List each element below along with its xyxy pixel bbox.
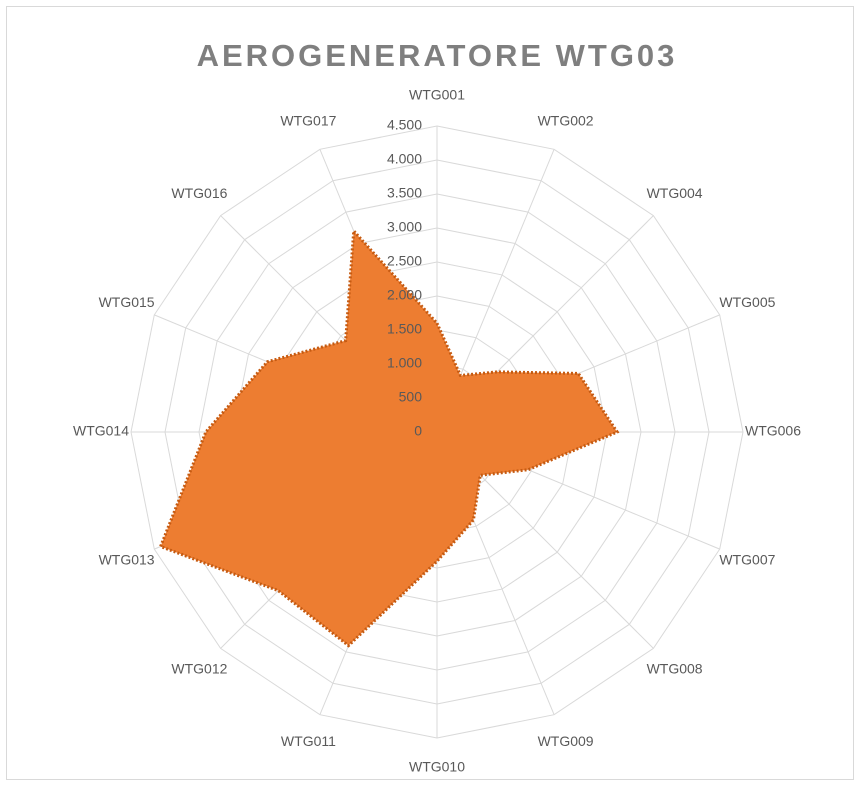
y-tick-label: 3.000	[387, 219, 422, 235]
category-label: WTG008	[647, 660, 703, 676]
category-label: WTG009	[538, 733, 594, 749]
category-label: WTG017	[280, 112, 336, 128]
category-label: WTG014	[73, 423, 129, 439]
category-label: WTG007	[719, 551, 775, 567]
y-tick-label: 1.500	[387, 321, 422, 337]
category-label: WTG010	[409, 759, 465, 775]
y-tick-label: 4.500	[387, 117, 422, 133]
category-label: WTG004	[647, 185, 703, 201]
chart-title: AEROGENERATORE WTG03	[197, 38, 678, 73]
category-label: WTG016	[171, 185, 227, 201]
category-label: WTG005	[719, 294, 775, 310]
radar-area	[158, 227, 620, 648]
category-label: WTG006	[745, 423, 801, 439]
y-tick-label: 4.000	[387, 151, 422, 167]
y-tick-label: 0	[414, 423, 422, 439]
y-tick-label: 500	[399, 389, 423, 405]
category-label: WTG011	[281, 733, 336, 749]
category-label: WTG012	[171, 660, 227, 676]
category-label: WTG015	[99, 294, 155, 310]
y-tick-label: 1.000	[387, 355, 422, 371]
category-label: WTG013	[99, 551, 155, 567]
y-tick-label: 3.500	[387, 185, 422, 201]
y-tick-label: 2.500	[387, 253, 422, 269]
category-label: WTG002	[538, 112, 594, 128]
y-tick-label: 2.000	[387, 287, 422, 303]
category-label: WTG001	[409, 87, 465, 103]
